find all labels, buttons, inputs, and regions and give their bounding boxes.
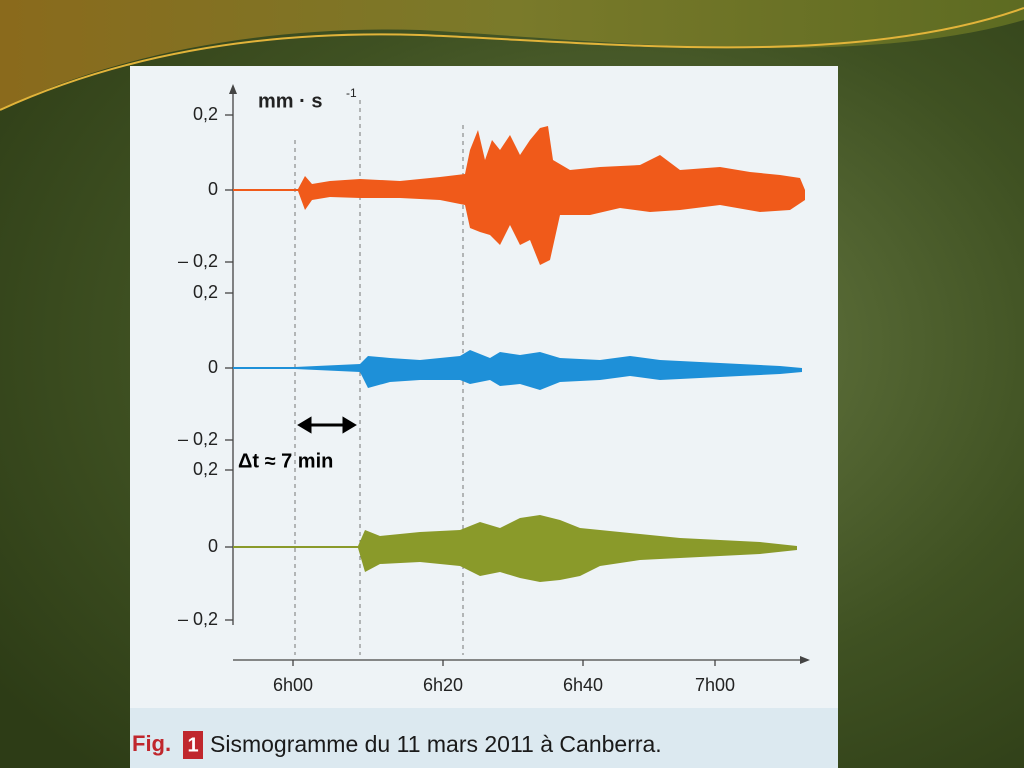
tick-label: 0,2 — [193, 459, 218, 479]
tick-label: – 0,2 — [178, 429, 218, 449]
waveform-3 — [233, 515, 797, 582]
tick-label: 0 — [208, 357, 218, 377]
time-label: 7h00 — [695, 675, 735, 695]
caption-text: Sismogramme du 11 mars 2011 à Canberra. — [210, 731, 662, 757]
tick-label: – 0,2 — [178, 251, 218, 271]
waveform-2 — [233, 350, 802, 390]
time-label: 6h00 — [273, 675, 313, 695]
top-line — [0, 7, 1024, 111]
delta-arrow — [297, 416, 357, 434]
caption-number: 1 — [187, 734, 198, 756]
caption-label: Fig. — [132, 731, 171, 756]
caption-bar — [130, 708, 838, 768]
caption-number-box — [183, 731, 203, 759]
unit: mm · s — [258, 90, 322, 112]
tick-label: – 0,2 — [178, 609, 218, 629]
waveform-1 — [233, 126, 805, 265]
annotation: Δt ≈ 7 min — [238, 450, 333, 472]
unit-exponent: -1 — [346, 86, 357, 100]
tick-label: 0 — [208, 536, 218, 556]
time-label: 6h20 — [423, 675, 463, 695]
time-label: 6h40 — [563, 675, 603, 695]
tick-label: 0,2 — [193, 282, 218, 302]
top-decoration — [0, 0, 1024, 110]
tick-label: 0,2 — [193, 104, 218, 124]
axes — [225, 88, 805, 666]
tick-label: 0 — [208, 179, 218, 199]
